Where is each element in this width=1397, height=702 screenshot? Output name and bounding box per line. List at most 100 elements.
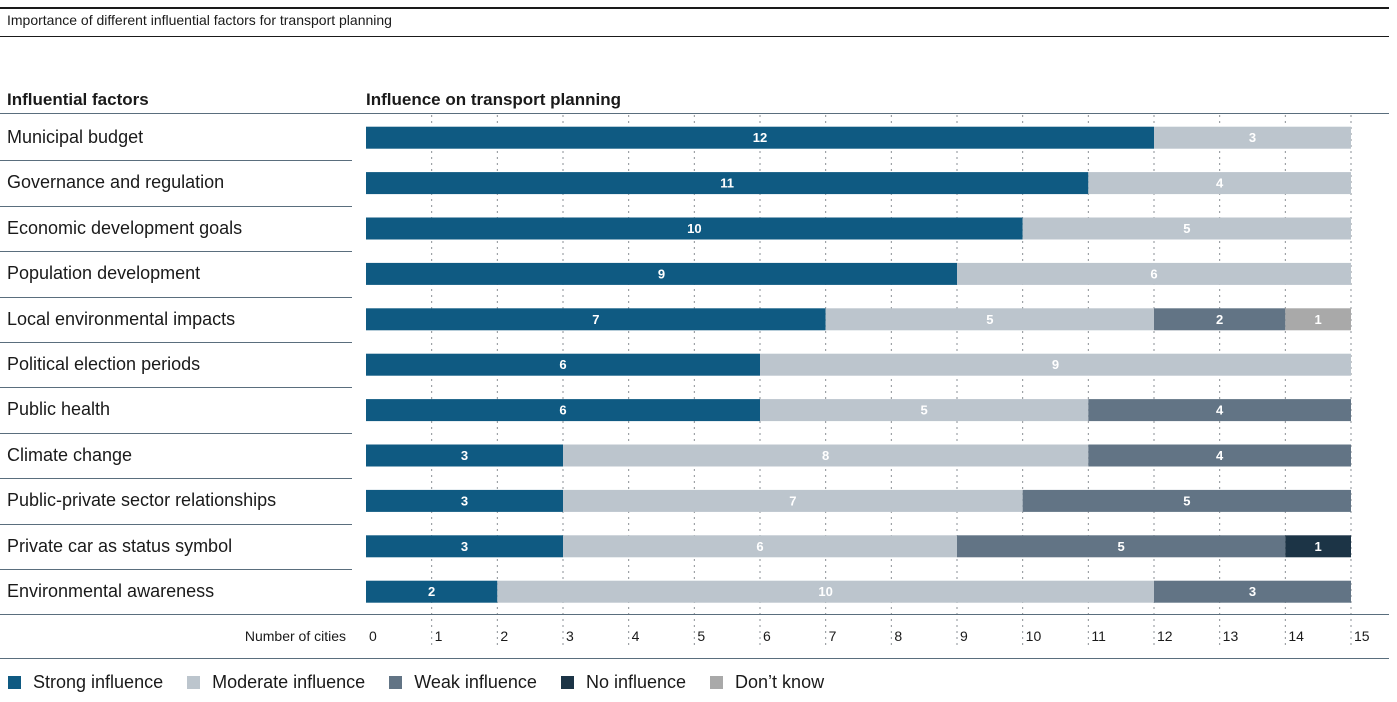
data-label: 5 [986,312,993,327]
bar-segment [366,399,760,422]
factor-label: Environmental awareness [7,581,215,601]
legend-label: Don’t know [735,672,825,692]
bar-segment [366,172,1089,195]
x-tick-label: 12 [1157,628,1173,644]
heading-rule [0,113,1389,114]
factor-label: Public-private sector relationships [7,490,277,511]
legend-swatch [710,676,724,689]
legend-rule [0,658,1389,659]
x-tick-label: 14 [1288,628,1304,644]
row-separator [0,205,352,207]
title-rule [0,36,1389,37]
data-label: 5 [1183,493,1190,508]
bar-segment [366,353,760,376]
legend: Strong influence Moderate influence Weak i… [8,672,848,693]
top-rule [0,7,1389,9]
bar-segment [957,535,1286,558]
bar-segment [563,489,1023,512]
legend-item: Moderate influence [187,672,365,693]
data-label: 4 [1216,403,1224,418]
bar-segment [760,353,1351,376]
data-label: 3 [461,493,468,508]
legend-swatch [187,676,201,689]
legend-swatch [8,676,21,689]
legend-item: Don’t know [710,672,824,693]
legend-label: Moderate influence [212,672,366,692]
x-tick-label: 2 [500,628,508,644]
bar-segment [366,126,1154,149]
x-tick-label: 3 [566,628,574,644]
row-separator [0,569,352,570]
x-tick-label: 13 [1223,628,1239,644]
row-separator [0,478,352,480]
bar-segment [563,444,1089,467]
bar-segment [1154,580,1351,603]
factor-label: Municipal budget [7,127,144,147]
factor-label: Climate change [7,444,133,465]
bar-segment [366,262,957,285]
axis-rule [0,614,1389,615]
row-separator [0,296,352,298]
page-title: Importance of different influential fact… [7,12,392,28]
bar-segment [1154,308,1286,331]
legend-item: No influence [560,672,686,693]
bar-segment [825,308,1154,331]
data-label: 8 [822,448,829,463]
bar-segment [366,580,498,603]
bar-segment [1154,126,1351,149]
legend-swatch [560,676,574,689]
x-tick-label: 8 [894,628,902,644]
factor-label: Local environmental impacts [7,308,236,329]
legend-label: Strong influence [33,672,164,692]
data-label: 6 [756,539,763,554]
bar-segment [1088,444,1351,467]
factor-label: Economic development goals [7,217,243,238]
bar-segment [366,308,826,331]
x-tick-label: 5 [697,628,705,644]
data-label: 9 [658,266,665,281]
factor-label: Population development [7,263,201,284]
bar-segment [563,535,957,558]
data-label: 2 [428,584,435,599]
data-label: 3 [461,448,468,463]
legend-item: Weak influence [389,672,537,693]
data-label: 5 [921,403,928,418]
data-label: 7 [592,312,599,327]
x-tick-label: 4 [632,628,640,644]
data-label: 11 [720,176,734,191]
data-label: 1 [1315,312,1322,327]
x-tick-label: 11 [1091,628,1106,644]
data-label: 12 [753,130,767,145]
bar-segment [1088,172,1351,195]
x-axis-label: Number of cities [245,628,346,644]
factors-heading: Influential factors [7,90,149,109]
legend-label: Weak influence [414,672,537,692]
data-label: 3 [461,539,468,554]
x-tick-label: 7 [829,628,837,644]
data-label: 6 [559,403,566,418]
row-separator [0,387,352,389]
row-separator [0,523,352,525]
data-label: 9 [1052,357,1059,372]
bar-segment [957,262,1351,285]
bar-segment [1022,489,1351,512]
x-tick-label: 15 [1354,628,1370,644]
bar-segment [760,399,1089,422]
data-label: 1 [1315,539,1322,554]
x-tick-label: 9 [960,628,968,644]
data-label: 7 [789,493,796,508]
influence-heading: Influence on transport planning [366,90,621,109]
row-separator [0,160,352,162]
bar-segment [497,580,1154,603]
bar-segment [366,489,563,512]
data-label: 5 [1118,539,1125,554]
bar-segment [366,444,563,467]
legend-swatch [389,676,403,689]
data-label: 3 [1249,584,1256,599]
bar-segment [366,535,563,558]
bar-segment [366,217,1023,240]
data-label: 10 [687,221,701,236]
data-label: 3 [1249,130,1256,145]
bar-segment [1022,217,1351,240]
